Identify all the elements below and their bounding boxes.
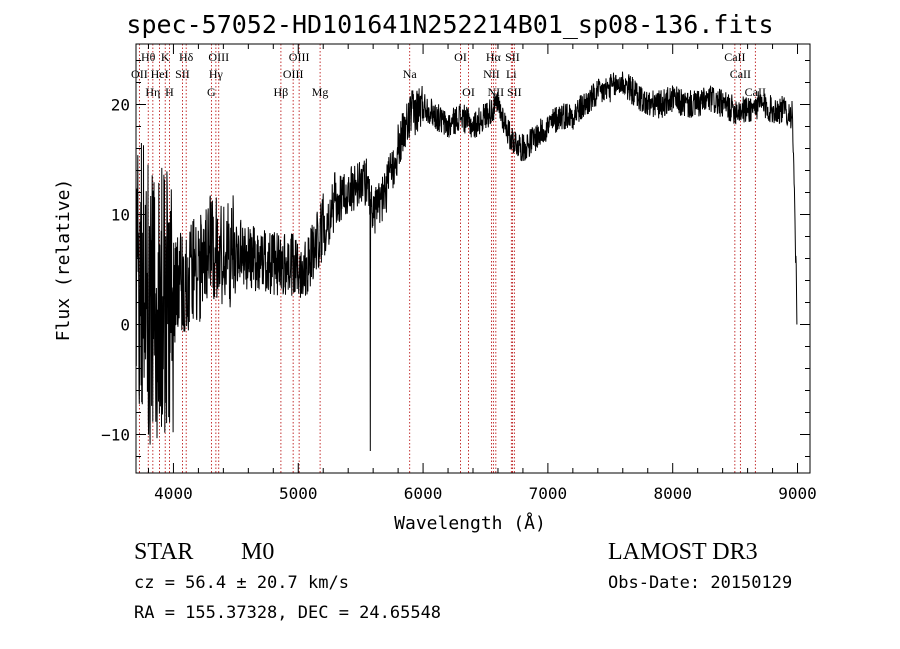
spectrum-series-line xyxy=(136,71,798,452)
line-label-17: OI xyxy=(462,85,475,99)
line-label-24: CaII xyxy=(724,50,745,64)
line-label-6: SII xyxy=(175,67,190,81)
axis-ticks: 4000 5000 6000 7000 8000 9000 −10 0 10 20 xyxy=(101,44,817,503)
line-label-12: OIII xyxy=(283,67,304,81)
x-axis-label: Wavelength (Å) xyxy=(394,512,546,534)
y-tick-label: 20 xyxy=(111,96,130,115)
chart-title: spec-57052-HD101641N252214B01_sp08-136.f… xyxy=(126,10,774,39)
line-label-18: NII xyxy=(483,67,500,81)
line-label-13: OIII xyxy=(289,50,310,64)
y-tick-label: 0 xyxy=(120,316,130,335)
line-label-7: Hδ xyxy=(179,50,194,64)
line-label-10: OIII xyxy=(208,50,229,64)
line-label-21: Li xyxy=(506,67,517,81)
line-label-26: CaII xyxy=(745,85,766,99)
line-label-1: Hθ xyxy=(141,50,156,64)
line-label-2: Hη xyxy=(145,85,160,99)
y-axis-label: Flux (relative) xyxy=(53,179,74,342)
line-label-8: G xyxy=(207,85,216,99)
line-label-16: OI xyxy=(454,50,467,64)
y-tick-label: −10 xyxy=(101,426,130,445)
x-tick-label: 9000 xyxy=(778,484,817,503)
x-tick-label: 5000 xyxy=(279,484,318,503)
line-label-9: Hγ xyxy=(209,67,224,81)
x-tick-label: 8000 xyxy=(653,484,692,503)
x-tick-label: 6000 xyxy=(404,484,443,503)
observation-date: Obs-Date: 20150129 xyxy=(608,573,793,593)
line-label-0: OII xyxy=(131,67,148,81)
line-label-11: Hβ xyxy=(274,85,289,99)
line-label-19: Hα xyxy=(486,50,502,64)
line-label-15: Na xyxy=(403,67,418,81)
x-tick-label: 7000 xyxy=(529,484,568,503)
y-tick-label: 10 xyxy=(111,206,130,225)
line-label-4: K xyxy=(161,50,170,64)
line-label-20: NII xyxy=(488,85,505,99)
line-label-3: HeI xyxy=(151,67,169,81)
line-label-14: Mg xyxy=(312,85,329,99)
object-class: STAR xyxy=(134,539,194,565)
line-label-22: SII xyxy=(505,50,520,64)
object-subclass: M0 xyxy=(241,539,275,565)
line-label-25: CaII xyxy=(730,67,751,81)
coordinates: RA = 155.37328, DEC = 24.65548 xyxy=(134,603,442,623)
redshift-velocity: cz = 56.4 ± 20.7 km/s xyxy=(134,573,349,593)
spectral-line-labels: OIIHθHηHeIKHSIIHδGHγOIIIHβOIIIOIIIMgNaOI… xyxy=(131,50,766,99)
survey-name: LAMOST DR3 xyxy=(608,539,758,565)
x-tick-label: 4000 xyxy=(154,484,193,503)
line-label-23: SII xyxy=(507,85,522,99)
line-label-5: H xyxy=(165,85,174,99)
